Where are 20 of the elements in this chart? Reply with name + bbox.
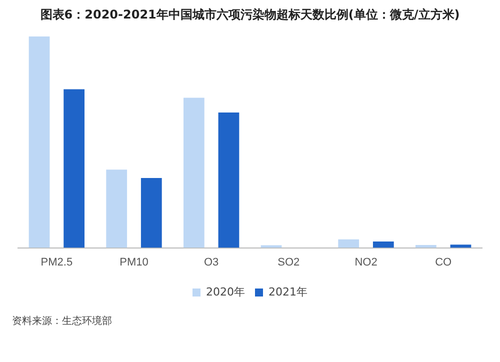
legend-label: 2021年 bbox=[268, 285, 308, 298]
x-tick-label: CO bbox=[435, 256, 452, 268]
x-tick-label: O3 bbox=[204, 256, 219, 268]
bar bbox=[372, 241, 394, 248]
bar bbox=[415, 245, 436, 248]
bar bbox=[28, 36, 50, 248]
x-tick-label: PM2.5 bbox=[40, 256, 73, 268]
x-tick-label: PM10 bbox=[120, 256, 148, 268]
bar bbox=[140, 178, 162, 248]
text: 资料来源：生态环境部 bbox=[11, 314, 113, 328]
legend-label: 2020年 bbox=[206, 285, 246, 298]
bar bbox=[218, 112, 240, 248]
bar bbox=[338, 239, 360, 248]
bar bbox=[450, 244, 472, 248]
x-tick-label: NO2 bbox=[354, 256, 378, 268]
x-tick-label: SO2 bbox=[278, 256, 300, 268]
chart-title: 图表6：2020-2021年中国城市六项污染物超标天数比例(单位：微克/立方米) bbox=[40, 7, 460, 22]
bar bbox=[183, 98, 204, 248]
bar bbox=[106, 170, 128, 248]
bar bbox=[64, 89, 85, 248]
